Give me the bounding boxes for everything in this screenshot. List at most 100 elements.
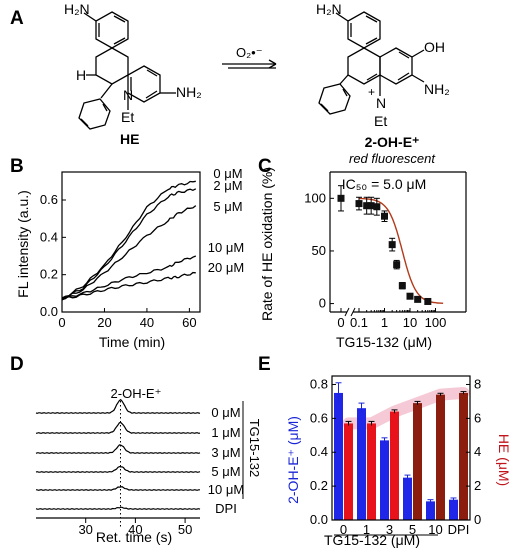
panel-b-series-label: 20 μM xyxy=(208,260,244,275)
panel-b-series-line xyxy=(61,255,197,301)
panel-e-bar-he xyxy=(367,423,376,520)
panel-d-trace xyxy=(35,506,201,510)
panel-b-series-label: 10 μM xyxy=(208,240,244,255)
panel-d-xtick-label: 30 xyxy=(78,522,92,537)
panel-c-data-point xyxy=(367,202,375,210)
panel-c-data-point xyxy=(337,194,345,202)
panel-d-xtick-label: 40 xyxy=(128,522,142,537)
panel-d-trace xyxy=(35,398,201,414)
panel-e-left-ytick-label: 0.6 xyxy=(310,410,328,425)
he-label: HE xyxy=(120,131,139,147)
panel-b-ytick-label: 0.2 xyxy=(40,267,58,282)
panel-c-xtick-label: 0 xyxy=(337,315,344,330)
panel-b-ytick-label: 0.6 xyxy=(40,192,58,207)
panel-e-right-ytick-label: 4 xyxy=(474,444,481,459)
panel-b-ytick-label: 0.4 xyxy=(40,229,58,244)
panel-b-series-line xyxy=(61,271,196,301)
panel-d-trace-label: DPI xyxy=(215,501,237,516)
panel-e-frame xyxy=(331,375,471,521)
product-label: 2-OH-E⁺ xyxy=(365,134,420,150)
he-et-label: Et xyxy=(121,109,134,125)
panel-label-a: A xyxy=(10,8,24,29)
product-h2n-label: H₂N xyxy=(316,1,342,17)
panel-e-bar-he xyxy=(459,392,468,520)
panel-b-series-label: 0 μM xyxy=(213,166,242,181)
he-h-label: H xyxy=(76,67,86,83)
panel-e-bar-2ohe xyxy=(334,392,343,520)
panel-c-ytick-label: 50 xyxy=(312,243,326,258)
panel-b-series-label: 5 μM xyxy=(213,199,242,214)
product-oh-label: OH xyxy=(424,39,445,55)
panel-c-data-point xyxy=(363,202,371,210)
panel-d-trace-label: 0 μM xyxy=(211,405,240,420)
superoxide-label: O₂•⁻ xyxy=(236,45,263,60)
panel-d-xtick-label: 50 xyxy=(178,522,192,537)
panel-e-bar-he xyxy=(390,411,399,520)
product-et-label: Et xyxy=(374,113,387,129)
panel-c-data-point xyxy=(393,261,401,269)
panel-d-chart: 0 μM 1 μM 3 μM 5 μM 10 μM DPI 30 40 50 2-OH-E⁺ T… xyxy=(35,386,262,545)
panel-c-data-point xyxy=(373,203,381,211)
panel-label-e: E xyxy=(258,354,271,375)
panel-b-series-line xyxy=(61,205,197,300)
panel-e-ylabel-left: 2-OH-E⁺ (μM) xyxy=(285,416,301,504)
panel-c-xtick-label: 0.1 xyxy=(350,315,368,330)
panel-d-trace xyxy=(35,465,201,473)
panel-c-ytick-label: 0 xyxy=(319,296,326,311)
panel-d-group-label: TG15-132 xyxy=(247,419,262,478)
panel-b-xtick-label: 0 xyxy=(58,315,65,330)
panel-c-axis-break xyxy=(350,307,356,317)
panel-e-xtick-label: 3 xyxy=(386,522,393,537)
he-nh2-label: NH₂ xyxy=(176,84,202,100)
reaction-scheme: H₂N NH₂ H N Et HE O₂•⁻ xyxy=(64,1,450,166)
panel-e-left-ytick-label: 0.8 xyxy=(310,376,328,391)
panel-e-left-ytick-label: 0.2 xyxy=(310,478,328,493)
panel-e-right-ytick-label: 0 xyxy=(474,512,481,527)
panel-e-right-ytick-label: 2 xyxy=(474,478,481,493)
panel-c-ylabel: Rate of HE oxidation (%) xyxy=(259,167,275,321)
panel-e-right-ytick-label: 8 xyxy=(474,376,481,391)
panel-b-xtick-label: 40 xyxy=(140,315,154,330)
panel-e-trend-band xyxy=(342,386,470,430)
panel-d-trace xyxy=(35,421,201,434)
panel-b-xtick-label: 20 xyxy=(97,315,111,330)
panel-label-c: C xyxy=(258,156,272,177)
panel-c-chart: 0 50 100 0 0.1 1 10 100 IC₅₀ = 5.0 μM TG15-132 … xyxy=(259,167,467,350)
panel-e-bar-2ohe xyxy=(380,440,389,520)
panel-d-peak-label: 2-OH-E⁺ xyxy=(111,386,162,401)
panel-c-annotation: IC₅₀ = 5.0 μM xyxy=(342,176,427,192)
panel-b-xtick-label: 60 xyxy=(182,315,196,330)
panel-d-trace-label: 10 μM xyxy=(208,482,244,497)
panel-c-data-point xyxy=(414,295,422,303)
panel-d-trace xyxy=(35,444,201,454)
panel-e-bar-he xyxy=(344,423,353,520)
panel-b-frame xyxy=(61,171,201,313)
product-caption: red fluorescent xyxy=(349,151,436,166)
panel-c-xtick-label: 100 xyxy=(425,315,447,330)
panel-e-bar-2ohe xyxy=(449,499,458,520)
panel-c-data-point xyxy=(406,292,414,300)
panel-b-series-line xyxy=(61,180,196,299)
panel-e-left-ytick-label: 0.0 xyxy=(310,512,328,527)
panel-e-left-ytick-label: 0.4 xyxy=(310,444,328,459)
panel-e-bar-2ohe xyxy=(357,408,366,520)
panel-e-bar-2ohe xyxy=(426,501,435,520)
panel-e-xtick-label: 1 xyxy=(363,522,370,537)
panel-label-d: D xyxy=(10,354,24,375)
panel-c-ytick-label: 100 xyxy=(304,190,326,205)
he-n-label: N xyxy=(123,87,133,103)
he-h2n-label: H₂N xyxy=(64,1,90,17)
panel-e-right-ytick-label: 6 xyxy=(474,410,481,425)
panel-e-chart: 0 1 3 5 10 DPI 0.0 0.2 0.4 0.6 0.8 0 2 4 6 8 2-OH-E⁺ (μ… xyxy=(285,375,512,548)
panel-d-trace xyxy=(35,486,200,491)
panel-e-bar-he xyxy=(436,394,445,520)
panel-c-xtick-label: 1 xyxy=(381,315,388,330)
panel-b-ylabel: FL intensity (a.u.) xyxy=(15,190,31,298)
panel-e-ylabel-right: HE (μM) xyxy=(496,434,512,486)
panel-d-trace-label: 5 μM xyxy=(211,464,240,479)
panel-d-trace-label: 1 μM xyxy=(211,425,240,440)
panel-b-ytick-label: 0.0 xyxy=(40,304,58,319)
panel-d-trace-label: 3 μM xyxy=(211,445,240,460)
panel-e-bar-2ohe xyxy=(403,477,412,520)
